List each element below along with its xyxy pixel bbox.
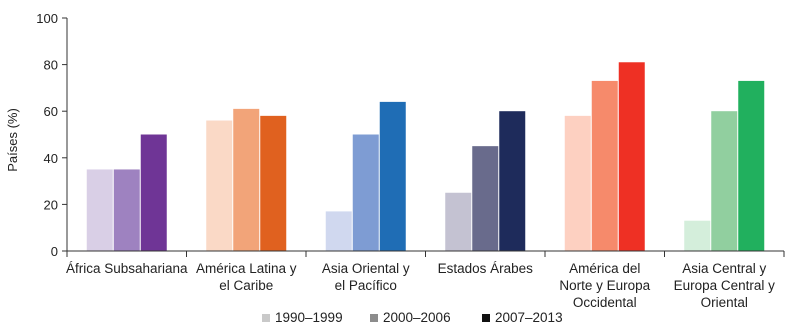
bar <box>113 169 140 251</box>
y-tick-label: 20 <box>44 197 58 212</box>
category-label-line: África Subsahariana <box>66 261 188 276</box>
category-label: Asia Oriental y el Pacífico <box>322 261 410 293</box>
bar <box>352 134 379 251</box>
category-label-line: el Caribe <box>219 278 273 293</box>
category-label: América del Norte y Europa Occidental <box>559 261 650 310</box>
bar <box>140 134 167 251</box>
y-tick-label: 60 <box>44 104 58 119</box>
x-axis: África Subsahariana América Latina y el Ca… <box>66 250 785 310</box>
legend-label: 2007–2013 <box>495 310 563 325</box>
bar <box>738 80 765 251</box>
bar <box>499 111 526 251</box>
category-label: África Subsahariana <box>66 261 188 276</box>
category-label-line: América Latina y <box>196 261 297 276</box>
category-label-line: Europa Central y <box>674 278 776 293</box>
legend-label: 1990–1999 <box>275 310 343 325</box>
bar <box>86 169 113 251</box>
bar <box>233 108 260 252</box>
bar <box>618 62 645 251</box>
category-label-line: el Pacífico <box>335 278 397 293</box>
category-label-line: Norte y Europa <box>559 278 650 293</box>
bar <box>445 192 472 251</box>
category-label: Estados Árabes <box>438 261 534 276</box>
y-tick-label: 100 <box>36 11 58 26</box>
category-label-line: Asia Oriental y <box>322 261 410 276</box>
category-label-line: Oriental <box>701 295 748 310</box>
bars <box>86 62 765 252</box>
bar <box>379 101 406 251</box>
category-label-line: Estados Árabes <box>438 261 534 276</box>
bar <box>711 111 738 251</box>
legend: 1990–1999 2000–2006 2007–2013 <box>262 310 563 325</box>
bar <box>591 80 618 251</box>
legend-label: 2000–2006 <box>383 310 451 325</box>
y-axis: 0 20 40 60 80 100 <box>36 11 68 259</box>
y-tick-label: 0 <box>51 244 58 259</box>
legend-swatch <box>262 314 270 322</box>
category-label-line: Occidental <box>573 295 637 310</box>
bar <box>325 211 352 251</box>
legend-swatch <box>370 314 378 322</box>
bar <box>472 146 499 251</box>
bar <box>684 220 711 251</box>
category-label: Asia Central y Europa Central y Oriental <box>674 261 776 310</box>
category-label: América Latina y el Caribe <box>196 261 297 293</box>
bar <box>206 120 233 252</box>
bar <box>260 115 287 251</box>
y-axis-title: Países (%) <box>5 108 20 172</box>
category-label-line: Asia Central y <box>682 261 766 276</box>
y-tick-label: 80 <box>44 58 58 73</box>
y-tick-label: 40 <box>44 151 58 166</box>
bar <box>564 115 591 251</box>
legend-swatch <box>482 314 490 322</box>
category-label-line: América del <box>569 261 640 276</box>
